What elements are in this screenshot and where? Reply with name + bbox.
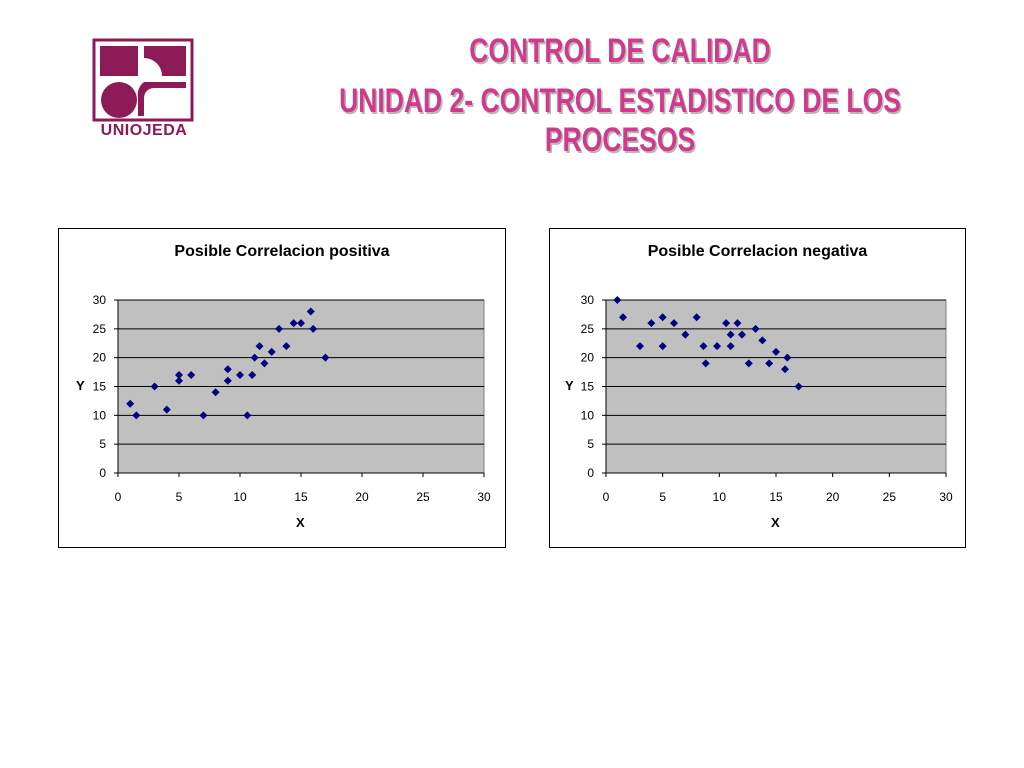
y-tick-label: 5 <box>587 437 594 451</box>
data-point <box>248 370 257 379</box>
data-point <box>175 376 183 385</box>
data-point <box>211 388 220 397</box>
data-point <box>726 330 735 339</box>
x-axis-label: X <box>771 515 780 530</box>
data-point <box>713 342 722 351</box>
y-tick-label: 30 <box>93 293 107 307</box>
data-point <box>658 313 667 322</box>
data-point <box>150 382 159 391</box>
data-point <box>722 319 731 328</box>
scatter-plot-positive: 0 5 10 15 20 25 30 0 5 10 15 20 25 30 <box>93 293 491 504</box>
y-tick-label: 0 <box>99 466 106 480</box>
uniojeda-logo: UNIOJEDA <box>92 38 196 142</box>
y-tick-label: 0 <box>587 466 594 480</box>
page-subtitle: UNIDAD 2- CONTROL ESTADISTICO DE LOS PRO… <box>339 82 901 159</box>
data-point <box>126 399 135 408</box>
data-point <box>282 342 291 351</box>
chart-title: Posible Correlacion negativa <box>647 243 868 260</box>
data-point <box>726 342 735 351</box>
scatter-plot-negative: 0 5 10 15 20 25 30 0 5 10 15 20 25 30 <box>581 293 953 504</box>
data-point <box>613 296 622 304</box>
data-point <box>175 370 183 379</box>
x-tick-label: 5 <box>176 490 183 504</box>
data-point <box>619 313 627 322</box>
data-point <box>692 313 701 322</box>
x-tick-label: 0 <box>115 490 122 504</box>
data-point <box>289 319 298 328</box>
data-point <box>223 376 232 385</box>
data-point <box>765 359 774 368</box>
x-tick-label: 20 <box>355 490 369 504</box>
page-title: CONTROL DE CALIDAD <box>469 32 771 70</box>
y-axis-label: Y <box>76 378 85 393</box>
data-point <box>699 342 708 351</box>
data-point <box>794 382 803 391</box>
data-point <box>658 342 667 351</box>
data-point <box>309 324 318 333</box>
data-point <box>701 359 710 368</box>
y-axis-label: Y <box>565 378 574 393</box>
data-point <box>738 330 746 339</box>
data-point <box>162 405 171 414</box>
y-tick-label: 10 <box>581 408 595 422</box>
y-tick-label: 15 <box>581 380 595 394</box>
data-point <box>260 359 269 368</box>
data-point <box>275 324 284 333</box>
data-point <box>250 353 259 362</box>
data-point <box>199 411 208 420</box>
y-tick-label: 25 <box>581 322 595 336</box>
x-tick-label: 25 <box>883 490 897 504</box>
data-point <box>243 411 252 420</box>
data-point <box>781 365 790 374</box>
data-point <box>772 347 780 356</box>
logo-wordmark: UNIOJEDA <box>100 122 188 139</box>
data-point <box>744 359 753 368</box>
x-tick-label: 5 <box>659 490 666 504</box>
data-point <box>681 330 690 339</box>
data-point <box>132 411 141 420</box>
uniojeda-logo-mark <box>92 38 194 122</box>
y-tick-label: 20 <box>581 351 595 365</box>
x-tick-label: 30 <box>939 490 953 504</box>
x-tick-label: 15 <box>769 490 783 504</box>
data-point <box>236 370 244 379</box>
x-tick-label: 10 <box>233 490 247 504</box>
chart-positive-correlation: Posible Correlacion positiva 0 5 10 15 20 25 3… <box>58 228 506 548</box>
data-point <box>751 324 760 333</box>
data-point <box>306 307 315 316</box>
data-point <box>187 370 196 379</box>
y-tick-label: 15 <box>93 380 107 394</box>
data-point <box>255 342 264 351</box>
data-point <box>636 342 644 351</box>
x-tick-label: 20 <box>826 490 840 504</box>
data-point <box>321 353 330 362</box>
x-tick-label: 0 <box>603 490 610 504</box>
y-tick-label: 20 <box>93 351 107 365</box>
x-tick-label: 10 <box>713 490 727 504</box>
data-point <box>733 319 742 328</box>
data-point <box>670 319 678 328</box>
x-tick-label: 15 <box>294 490 308 504</box>
y-tick-label: 30 <box>581 293 595 307</box>
y-tick-label: 5 <box>99 437 106 451</box>
x-tick-label: 30 <box>477 490 491 504</box>
y-tick-label: 10 <box>93 408 107 422</box>
chart-title: Posible Correlacion positiva <box>174 243 390 260</box>
chart-negative-correlation: Posible Correlacion negativa 0 5 10 15 20 25 3… <box>549 228 966 548</box>
y-tick-label: 25 <box>93 322 107 336</box>
data-point <box>647 319 656 328</box>
x-tick-label: 25 <box>416 490 430 504</box>
data-point <box>267 347 276 356</box>
data-point <box>783 353 792 362</box>
data-point <box>297 319 305 328</box>
data-point <box>223 365 232 374</box>
data-point <box>758 336 767 345</box>
x-axis-label: X <box>296 515 305 530</box>
